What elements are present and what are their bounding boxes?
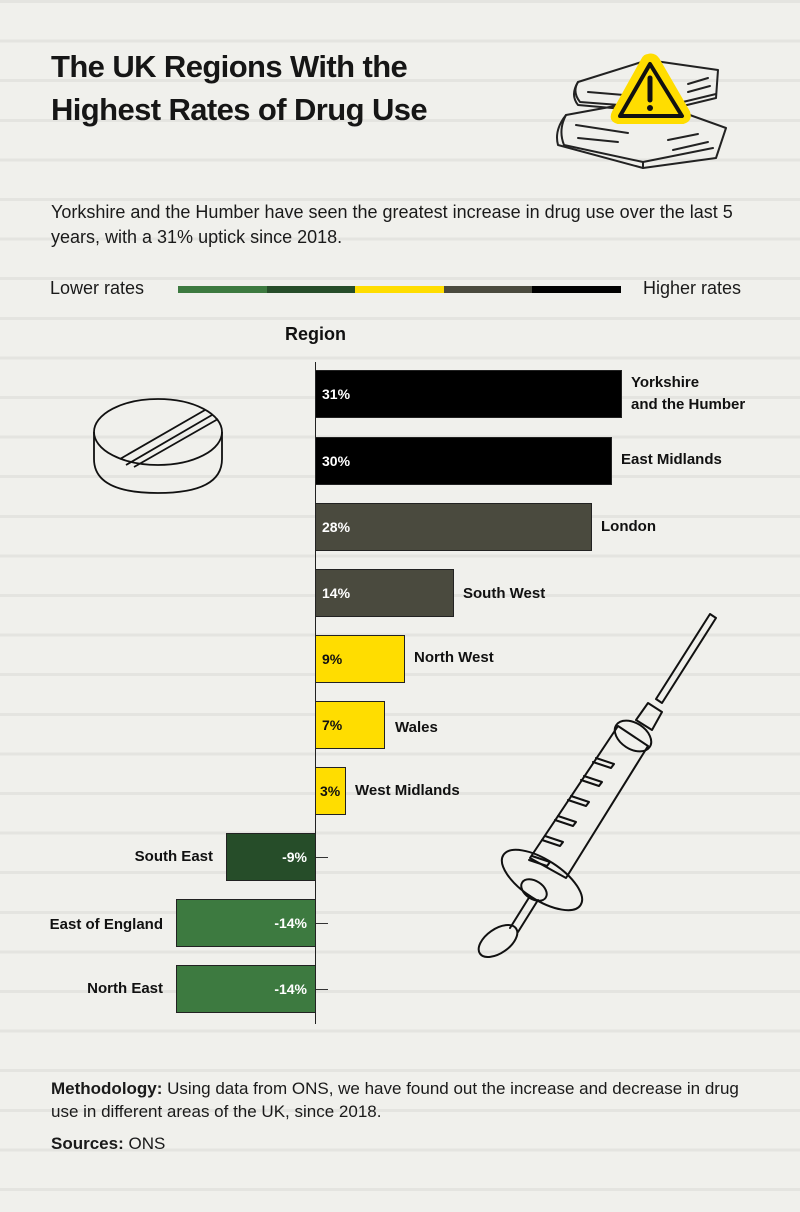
bar-value: 14% [322, 585, 351, 601]
methodology-label: Methodology: [51, 1079, 163, 1098]
region-label-east-of-england: East of England [49, 916, 163, 933]
axis-tick [316, 989, 328, 990]
bar-value: 31% [322, 386, 351, 402]
region-label-west-midlands: West Midlands [355, 782, 460, 799]
legend-swatch-3 [355, 286, 444, 293]
region-label-north-east: North East [87, 980, 163, 997]
bar-value: 28% [322, 519, 351, 535]
bar-east-midlands[interactable]: 30% [315, 437, 612, 485]
bar-value: 30% [322, 453, 351, 469]
pill-icon [93, 398, 223, 494]
bar-value: 9% [322, 651, 343, 667]
legend-swatch-4 [443, 286, 533, 293]
bar-wales[interactable]: 7% [315, 701, 385, 749]
region-label-london: London [601, 518, 656, 535]
bar-north-east[interactable]: -14% [176, 965, 316, 1013]
region-label-line1: Yorkshire [631, 374, 700, 391]
axis-tick [316, 857, 328, 858]
y-axis-line [315, 362, 316, 1024]
bar-value: -14% [274, 981, 307, 997]
bar-london[interactable]: 28% [315, 503, 592, 551]
bar-south-east[interactable]: -9% [226, 833, 316, 881]
methodology-text: Using data from ONS, we have found out t… [51, 1079, 739, 1121]
axis-title: Region [285, 324, 346, 344]
bar-south-west[interactable]: 14% [315, 569, 454, 617]
region-label-wales: Wales [395, 719, 438, 736]
bar-yorkshire[interactable]: 31% [315, 370, 622, 418]
syringe-icon [477, 613, 717, 958]
bar-east-of-england[interactable]: -14% [176, 899, 316, 947]
bar-west-midlands[interactable]: 3% [315, 767, 346, 815]
region-label-line2: and the Humber [631, 396, 746, 413]
bar-value: 7% [322, 717, 343, 733]
legend-swatch-5 [532, 286, 621, 293]
color-scale-legend [178, 286, 621, 293]
bar-value: -9% [282, 849, 307, 865]
bar-value: -14% [274, 915, 307, 931]
bar-north-west[interactable]: 9% [315, 635, 405, 683]
legend-swatch-1 [178, 286, 267, 293]
sources-note: Sources: ONS [51, 1134, 165, 1154]
legend-swatch-2 [266, 286, 356, 293]
region-label-east-midlands: East Midlands [621, 451, 722, 468]
subtitle: Yorkshire and the Humber have seen the g… [51, 202, 733, 247]
methodology-note: Methodology: Using data from ONS, we hav… [51, 1077, 751, 1123]
region-label-north-west: North West [414, 649, 494, 666]
axis-tick [316, 923, 328, 924]
region-label-south-east: South East [134, 848, 213, 865]
bar-value: 3% [320, 783, 341, 799]
region-label-yorkshire: Yorkshire and the Humber [631, 372, 745, 416]
page-title: The UK Regions With the Highest Rates of… [51, 49, 428, 127]
books-warning-icon [556, 53, 727, 169]
sources-label: Sources: [51, 1134, 124, 1153]
sources-text: ONS [123, 1134, 166, 1153]
legend-high-label: Higher rates [643, 278, 742, 298]
region-label-south-west: South West [463, 585, 546, 602]
legend-low-label: Lower rates [50, 278, 145, 298]
